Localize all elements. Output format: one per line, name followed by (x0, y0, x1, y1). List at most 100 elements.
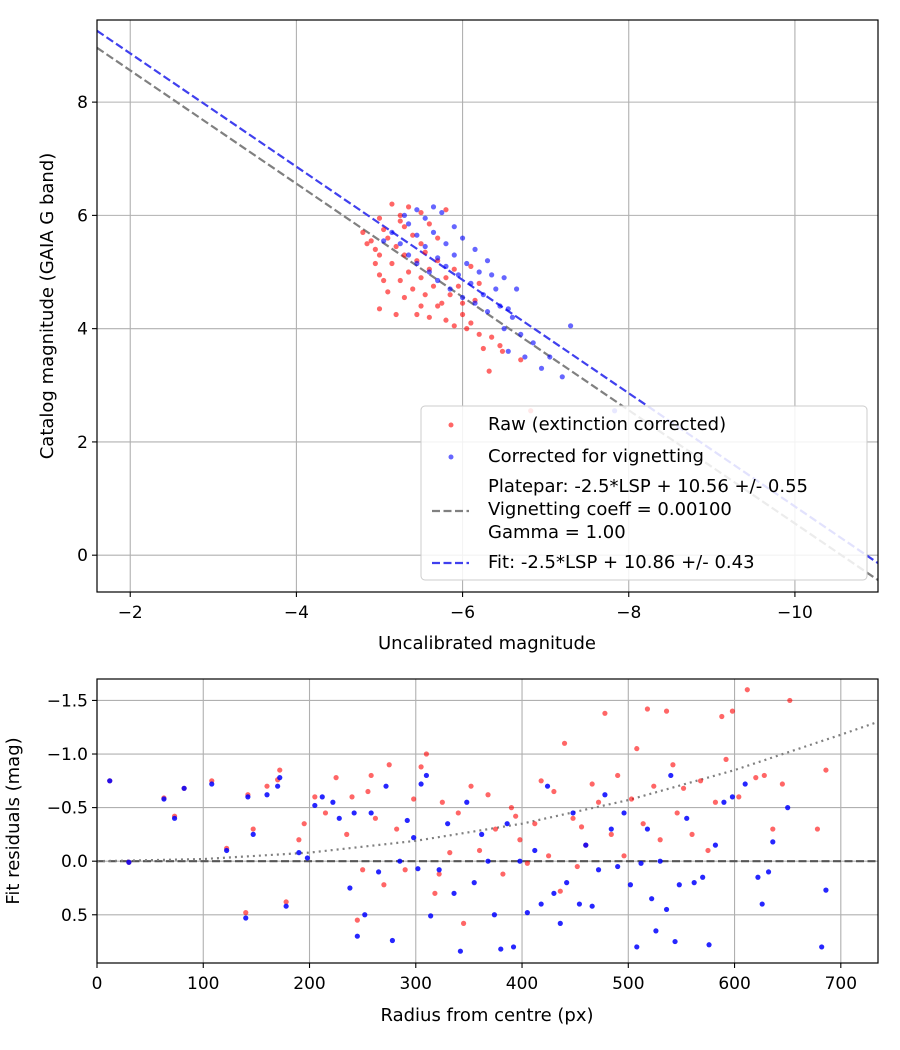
bottom-point-corrected (742, 781, 748, 787)
bottom-point-raw (561, 740, 568, 746)
top-point-raw (499, 348, 506, 354)
legend-label-corrected: Corrected for vignetting (488, 446, 704, 467)
bottom-point-raw (296, 837, 302, 843)
bottom-point-raw (517, 837, 523, 843)
top-point-raw (397, 277, 403, 284)
top-point-raw (464, 326, 470, 332)
bottom-point-corrected (570, 810, 576, 816)
top-point-corrected (505, 306, 511, 312)
top-point-corrected (443, 263, 449, 269)
bottom-point-raw (589, 781, 595, 787)
bottom-point-corrected (471, 880, 477, 886)
bottom-point-corrected (644, 826, 651, 832)
bottom-point-raw (723, 756, 729, 762)
top-point-raw (426, 221, 432, 227)
bottom-point-raw (628, 796, 635, 802)
bottom-point-corrected (706, 942, 712, 948)
top-point-raw (476, 280, 482, 286)
bottom-x-tick-label: 100 (187, 974, 219, 994)
top-point-raw (410, 286, 416, 292)
bottom-point-corrected (684, 815, 690, 821)
bottom-point-raw (634, 746, 640, 752)
top-point-corrected (489, 272, 495, 278)
bottom-point-corrected (304, 855, 310, 861)
top-point-corrected (422, 215, 428, 221)
bottom-point-raw (418, 764, 424, 770)
bottom-point-corrected (404, 817, 410, 824)
bottom-point-corrected (245, 794, 251, 800)
bottom-point-corrected (657, 858, 663, 864)
bottom-point-corrected (250, 831, 256, 838)
bottom-point-raw (460, 920, 467, 926)
bottom-point-raw (546, 853, 552, 859)
bottom-point-corrected (538, 901, 544, 907)
top-point-corrected (468, 280, 474, 286)
bottom-point-corrected (638, 860, 644, 866)
bottom-point-raw (823, 767, 829, 773)
top-point-raw (401, 294, 408, 301)
top-point-raw (518, 357, 524, 363)
bottom-point-corrected (209, 781, 215, 787)
bottom-x-tick-label: 0 (92, 974, 103, 994)
top-point-corrected (472, 300, 478, 306)
top-point-corrected (401, 212, 408, 218)
bottom-point-corrected (517, 858, 523, 864)
top-y-tick-label: 0 (77, 546, 88, 566)
bottom-point-corrected (319, 794, 325, 800)
bottom-point-corrected (224, 847, 230, 854)
top-point-raw (422, 292, 428, 298)
bottom-x-tick-label: 200 (293, 974, 325, 994)
bottom-point-corrected (275, 783, 281, 789)
bottom-point-raw (608, 831, 614, 838)
bottom-point-raw (322, 810, 329, 816)
top-point-corrected (381, 238, 387, 244)
top-point-raw (451, 323, 457, 329)
bottom-point-raw (779, 781, 785, 787)
bottom-point-raw (447, 850, 453, 856)
bottom-point-corrected (171, 815, 178, 821)
top-point-raw (376, 306, 383, 312)
bottom-point-corrected (457, 948, 463, 954)
bottom-x-ticks: 0 100 200 300 400 500 600 700 (92, 963, 857, 994)
top-point-corrected (484, 258, 491, 264)
top-point-raw (443, 317, 449, 323)
top-point-corrected (501, 326, 507, 332)
top-point-corrected (430, 229, 437, 235)
bottom-point-raw (578, 824, 585, 830)
top-point-corrected (509, 314, 516, 320)
top-point-raw (376, 215, 383, 221)
bottom-point-corrected (423, 772, 429, 779)
bottom-y-axis-label: Fit residuals (mag) (3, 737, 24, 904)
top-point-corrected (451, 224, 457, 230)
bottom-point-raw (436, 871, 442, 877)
top-x-tick-label: −10 (777, 603, 813, 623)
top-point-raw (376, 272, 383, 278)
bottom-point-corrected (765, 869, 772, 875)
top-point-raw (468, 263, 474, 269)
top-point-corrected (559, 374, 565, 380)
bottom-point-raw (670, 762, 676, 768)
bottom-point-corrected (362, 912, 368, 918)
top-x-tick-label: −8 (616, 603, 641, 623)
bottom-point-raw (277, 767, 283, 773)
bottom-y-tick-label: −0.5 (47, 799, 88, 819)
top-point-raw (381, 226, 387, 233)
bottom-point-raw (719, 713, 725, 720)
bottom-point-corrected (485, 858, 491, 864)
bottom-point-raw (574, 863, 580, 870)
top-point-corrected (513, 286, 520, 292)
bottom-point-corrected (551, 890, 557, 896)
bottom-point-raw (312, 794, 318, 800)
bottom-x-tick-label: 700 (825, 974, 857, 994)
bottom-point-corrected (668, 772, 674, 779)
bottom-point-corrected (347, 885, 353, 891)
top-legend: Raw (extinction corrected) Corrected for… (420, 405, 868, 581)
bottom-y-tick-label: 0.5 (61, 906, 88, 926)
top-point-raw (389, 260, 395, 267)
top-x-tick-label: −6 (450, 603, 475, 623)
bottom-point-corrected (451, 890, 457, 896)
top-point-raw (397, 218, 403, 224)
bottom-point-raw (439, 799, 445, 805)
top-point-corrected (435, 255, 441, 261)
top-y-tick-label: 4 (77, 320, 88, 340)
